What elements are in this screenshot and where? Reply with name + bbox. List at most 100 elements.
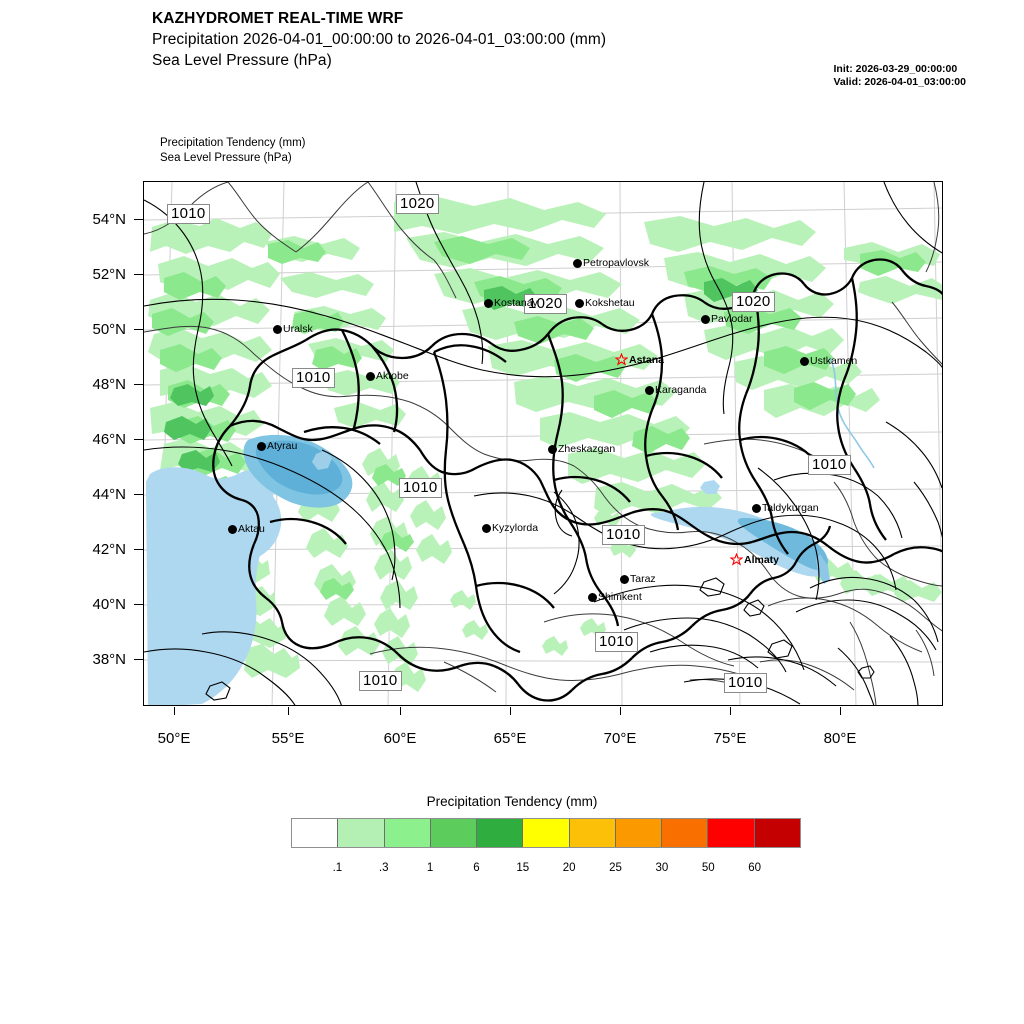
city-marker-taraz[interactable]: Taraz — [620, 574, 656, 586]
lon-label-75e: 75°E — [713, 730, 747, 747]
city-dot-icon — [366, 372, 375, 381]
city-dot-icon — [620, 575, 629, 584]
city-marker-atyrau[interactable]: Atyrau — [257, 441, 297, 453]
lat-label-54n: 54°N — [92, 211, 126, 228]
water-bodies — [146, 357, 875, 705]
colorbar-tick-label: 50 — [701, 862, 715, 874]
city-dot-icon — [575, 299, 584, 308]
lat-tick — [134, 659, 143, 661]
city-dot-icon — [800, 357, 809, 366]
contour-label: 1010 — [595, 632, 638, 652]
colorbar[interactable] — [291, 818, 801, 848]
capital-star-icon — [730, 553, 743, 566]
lat-tick — [134, 439, 143, 441]
city-marker-kostanay[interactable]: Kostanay — [484, 298, 538, 310]
colorbar-tick-label: 20 — [562, 862, 576, 874]
colorbar-tick-label: 30 — [655, 862, 669, 874]
map-canvas — [144, 182, 942, 705]
city-marker-karaganda[interactable]: Karaganda — [645, 385, 706, 397]
contour-label: 1020 — [524, 294, 567, 314]
city-label: Astana — [629, 354, 665, 366]
city-marker-aktobe[interactable]: Aktobe — [366, 371, 409, 383]
lat-tick — [134, 384, 143, 386]
city-marker-taldykurgan[interactable]: Taldykurgan — [752, 503, 819, 515]
city-marker-uralsk[interactable]: Uralsk — [273, 324, 313, 336]
plot-subcaption: Precipitation Tendency (mm) Sea Level Pr… — [160, 136, 306, 166]
contour-label: 1020 — [396, 194, 439, 214]
lon-label-60e: 60°E — [383, 730, 417, 747]
colorbar-segment-4 — [477, 819, 524, 847]
subcaption-slp: Sea Level Pressure (hPa) — [160, 152, 292, 164]
contour-label: 1010 — [808, 455, 851, 475]
city-marker-ustkamen[interactable]: Ustkamen — [800, 356, 857, 368]
page-title: KAZHYDROMET REAL-TIME WRF — [152, 10, 404, 27]
lon-label-65e: 65°E — [493, 730, 527, 747]
colorbar-tick-label: .1 — [332, 862, 343, 874]
lat-tick — [134, 274, 143, 276]
lon-tick — [620, 707, 622, 715]
lon-tick — [174, 707, 176, 715]
city-label: Uralsk — [283, 323, 313, 335]
lon-tick — [730, 707, 732, 715]
city-dot-icon — [273, 325, 282, 334]
colorbar-segment-0 — [292, 819, 339, 847]
lat-label-46n: 46°N — [92, 431, 126, 448]
lat-label-40n: 40°N — [92, 596, 126, 613]
city-dot-icon — [257, 442, 266, 451]
lon-label-80e: 80°E — [823, 730, 857, 747]
header-title-block: KAZHYDROMET REAL-TIME WRF Precipitation … — [152, 8, 852, 71]
contour-label: 1010 — [359, 671, 402, 691]
city-dot-icon — [484, 299, 493, 308]
city-marker-astana[interactable]: Astana — [615, 353, 664, 367]
city-label: Aktau — [238, 523, 265, 535]
lon-tick — [288, 707, 290, 715]
city-marker-zheskazgan[interactable]: Zheskazgan — [548, 444, 615, 456]
colorbar-tick-label: 6 — [473, 862, 480, 874]
colorbar-segment-8 — [662, 819, 709, 847]
contour-label: 1010 — [602, 525, 645, 545]
city-dot-icon — [573, 259, 582, 268]
city-label: Kyzylorda — [492, 522, 539, 534]
map-container[interactable]: 1010 1020 1020 1020 1010 1010 1010 1010 … — [143, 181, 943, 706]
valid-timestamp: Valid: 2026-04-01_03:00:00 — [833, 76, 966, 88]
lon-label-55e: 55°E — [271, 730, 305, 747]
contour-label: 1010 — [167, 204, 210, 224]
city-marker-almaty[interactable]: Almaty — [730, 553, 779, 567]
lat-label-48n: 48°N — [92, 376, 126, 393]
city-marker-petropavlovsk[interactable]: Petropavlovsk — [573, 258, 649, 270]
colorbar-tick-label: 15 — [516, 862, 530, 874]
lat-tick — [134, 329, 143, 331]
city-label: Zheskazgan — [558, 443, 616, 455]
lat-tick — [134, 219, 143, 221]
colorbar-segment-10 — [754, 819, 800, 847]
city-label: Pavlodar — [711, 313, 753, 325]
colorbar-tick-label: 60 — [748, 862, 762, 874]
colorbar-segment-1 — [338, 819, 385, 847]
subcaption-precip: Precipitation Tendency (mm) — [160, 137, 306, 149]
lat-label-52n: 52°N — [92, 266, 126, 283]
lon-tick — [840, 707, 842, 715]
colorbar-tick-label: .3 — [378, 862, 389, 874]
contour-label: 1010 — [292, 368, 335, 388]
lat-label-42n: 42°N — [92, 541, 126, 558]
colorbar-segment-6 — [569, 819, 616, 847]
city-marker-pavlodar[interactable]: Pavlodar — [701, 314, 752, 326]
city-marker-kokshetau[interactable]: Kokshetau — [575, 298, 635, 310]
city-label: Aktobe — [376, 370, 409, 382]
contour-label: 1010 — [724, 673, 767, 693]
city-marker-aktau[interactable]: Aktau — [228, 524, 265, 536]
forecast-timestamps: Init: 2026-03-29_00:00:00 Valid: 2026-04… — [833, 63, 966, 89]
city-marker-kyzylorda[interactable]: Kyzylorda — [482, 523, 538, 535]
colorbar-tick-label: 1 — [426, 862, 434, 874]
city-label: Shimkent — [598, 591, 642, 603]
lat-tick — [134, 549, 143, 551]
city-dot-icon — [701, 315, 710, 324]
city-marker-shimkent[interactable]: Shimkent — [588, 592, 642, 604]
colorbar-segment-7 — [615, 819, 663, 847]
contour-label: 1010 — [399, 478, 442, 498]
lat-label-44n: 44°N — [92, 486, 126, 503]
city-label: Karaganda — [655, 384, 707, 396]
colorbar-segment-2 — [384, 819, 431, 847]
city-label: Ustkamen — [810, 355, 858, 367]
